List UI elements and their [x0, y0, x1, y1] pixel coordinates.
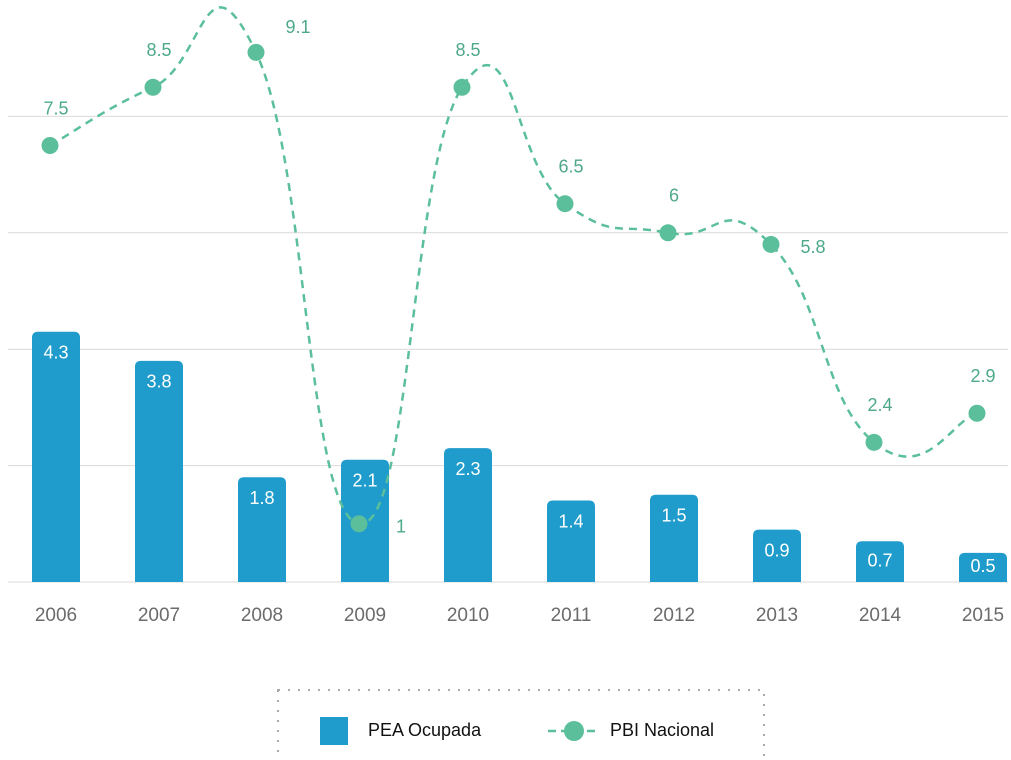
- bar-label: 1.8: [249, 488, 274, 508]
- legend-box: [277, 689, 765, 760]
- bar-label: 1.5: [661, 505, 686, 525]
- line-point: [659, 224, 677, 242]
- x-tick-label: 2013: [756, 605, 798, 626]
- line-label: 8.5: [146, 40, 171, 60]
- line-label: 2.4: [867, 395, 892, 415]
- bar-label: 0.5: [970, 556, 995, 576]
- line-label: 1: [396, 517, 406, 537]
- bar: [547, 500, 595, 582]
- legend-label: PBI Nacional: [610, 720, 714, 740]
- bar-label: 4.3: [43, 342, 68, 362]
- legend-label: PEA Ocupada: [368, 720, 482, 740]
- bar-label: 2.1: [352, 471, 377, 491]
- bar: [959, 552, 1007, 582]
- line-label: 9.1: [285, 17, 310, 37]
- line-label: 5.8: [800, 237, 825, 257]
- bar: [444, 448, 492, 582]
- line-point: [144, 78, 162, 96]
- legend-swatch: [320, 717, 348, 745]
- x-tick-label: 2006: [35, 605, 77, 626]
- bar-label: 3.8: [146, 372, 171, 392]
- line: [49, 6, 978, 526]
- x-tick-label: 2010: [447, 605, 489, 626]
- x-tick-label: 2007: [138, 605, 180, 626]
- x-tick-label: 2014: [859, 605, 902, 626]
- legend: PEA Ocupada PBI Nacional: [277, 689, 765, 760]
- bar: [135, 360, 183, 582]
- bar-label: 0.7: [867, 550, 892, 570]
- bar: [32, 331, 80, 582]
- bar-label: 1.4: [558, 511, 583, 531]
- x-tick-label: 2009: [344, 605, 386, 626]
- bar-label: 0.9: [764, 540, 789, 560]
- line-point: [556, 195, 574, 213]
- legend-swatch: [564, 721, 584, 741]
- line-label: 8.5: [455, 40, 480, 60]
- x-tick-label: 2012: [653, 605, 695, 626]
- bar: [856, 541, 904, 582]
- line-label: 6: [669, 186, 679, 206]
- line-point: [247, 43, 265, 61]
- bar-label: 2.3: [455, 459, 480, 479]
- line-point: [762, 235, 780, 253]
- line-point: [41, 137, 59, 154]
- line-point: [350, 515, 368, 533]
- x-tick-label: 2015: [962, 605, 1004, 626]
- bar: [650, 494, 698, 582]
- x-tick-label: 2011: [551, 605, 592, 626]
- line-label: 7.5: [43, 98, 68, 118]
- line-point: [453, 78, 471, 96]
- bar: [753, 529, 801, 582]
- bar: [238, 477, 286, 582]
- line-label: 6.5: [558, 156, 583, 176]
- line-point: [865, 433, 883, 451]
- x-tick-label: 2008: [241, 605, 283, 626]
- line-label: 2.9: [970, 366, 995, 386]
- line-point: [968, 404, 986, 422]
